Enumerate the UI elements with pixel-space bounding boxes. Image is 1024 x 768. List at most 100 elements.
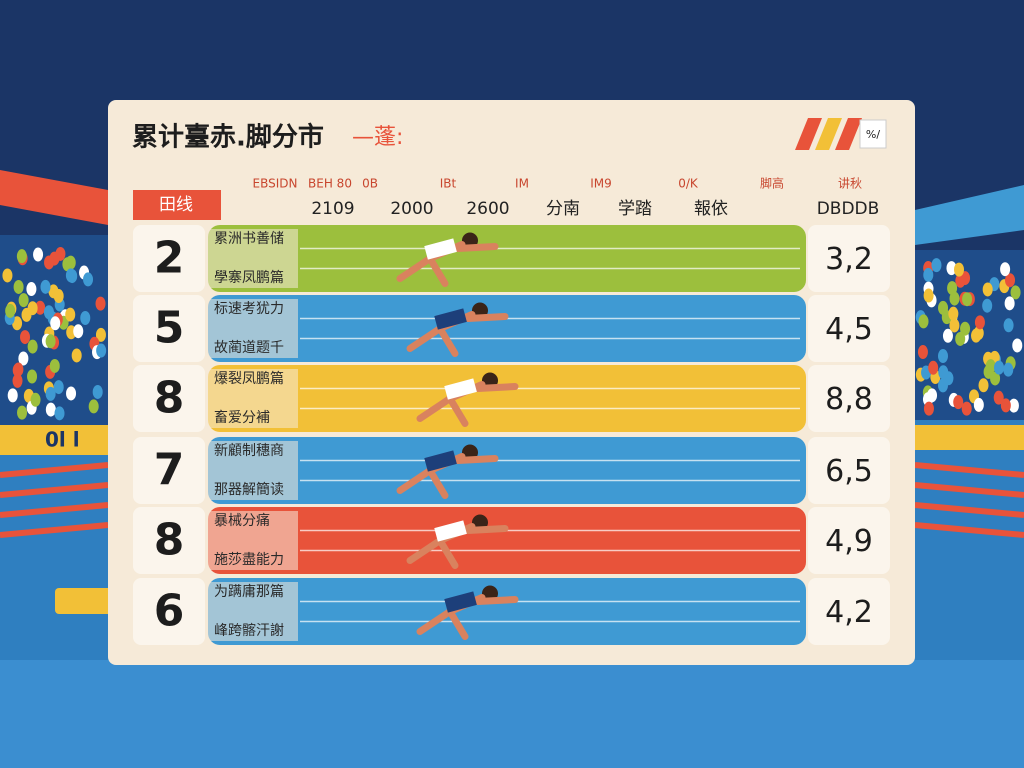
rank-box bbox=[133, 507, 205, 574]
score-box bbox=[808, 437, 890, 504]
column-header: IBt bbox=[440, 177, 457, 191]
lane-label-bg bbox=[208, 299, 298, 358]
spectator bbox=[88, 399, 99, 414]
column-subheader: DBDDB bbox=[817, 199, 880, 219]
rank-box bbox=[133, 437, 205, 504]
rank: 5 bbox=[154, 303, 185, 354]
score: 8,8 bbox=[825, 382, 873, 417]
lane bbox=[208, 365, 806, 432]
spectator bbox=[927, 388, 938, 403]
rank: 7 bbox=[154, 445, 185, 496]
spectator bbox=[7, 388, 18, 403]
spectator bbox=[918, 314, 929, 329]
rank-box bbox=[133, 295, 205, 362]
runner-shirt bbox=[444, 591, 477, 613]
stripe bbox=[835, 118, 862, 150]
spectator bbox=[44, 255, 55, 270]
lane-label: 标速考犹力 bbox=[214, 301, 284, 317]
spectator bbox=[923, 267, 934, 282]
spectator bbox=[50, 316, 61, 331]
spectator bbox=[27, 339, 38, 354]
lane-label-bg bbox=[208, 369, 298, 428]
spectator bbox=[54, 406, 65, 421]
runner-shirt bbox=[444, 378, 477, 400]
spectator bbox=[994, 360, 1005, 375]
roof-right bbox=[915, 185, 1024, 245]
spectator bbox=[955, 273, 966, 288]
spectator bbox=[973, 326, 984, 341]
score: 4,2 bbox=[825, 595, 873, 630]
spectator bbox=[1000, 262, 1011, 277]
rank-box bbox=[133, 225, 205, 292]
column-subheader: 学踏 bbox=[618, 199, 652, 219]
stripe bbox=[815, 118, 842, 150]
spectator bbox=[949, 291, 960, 306]
spectator bbox=[33, 247, 44, 262]
lane bbox=[208, 225, 806, 292]
spectator bbox=[962, 292, 973, 307]
lane-label: 施莎盡能力 bbox=[214, 552, 284, 568]
spectator bbox=[43, 305, 54, 320]
spectator bbox=[982, 282, 993, 297]
crowd bbox=[2, 246, 1023, 421]
lane-label: 畜爱分補 bbox=[214, 410, 270, 426]
spectator bbox=[923, 401, 934, 416]
runner-shirt bbox=[434, 308, 467, 330]
lane bbox=[208, 437, 806, 504]
spectator bbox=[937, 349, 948, 364]
spectator bbox=[931, 258, 942, 273]
spectator bbox=[948, 306, 959, 321]
spectator bbox=[1003, 362, 1014, 377]
spectator bbox=[1010, 285, 1021, 300]
score: 4,9 bbox=[825, 524, 873, 559]
lane-label: 累洲书善储 bbox=[214, 231, 284, 247]
lane bbox=[208, 578, 806, 645]
score: 4,5 bbox=[825, 312, 873, 347]
spectator bbox=[978, 378, 989, 393]
title-suffix: —蓬: bbox=[352, 125, 403, 150]
lane-label: 新顧制穗商 bbox=[214, 443, 284, 459]
column-subheader: 2109 bbox=[311, 199, 354, 219]
spectator bbox=[65, 268, 76, 283]
spectator bbox=[16, 249, 27, 264]
spectator bbox=[1000, 398, 1011, 413]
spectator bbox=[45, 334, 56, 349]
spectator bbox=[938, 365, 949, 380]
column-header: 脚高 bbox=[760, 176, 784, 191]
column-header: BEH 80 bbox=[308, 177, 352, 191]
spectator bbox=[946, 261, 957, 276]
rank-box bbox=[133, 365, 205, 432]
column-header: IM9 bbox=[590, 177, 612, 191]
spectator bbox=[30, 392, 41, 407]
spectator bbox=[17, 405, 28, 420]
spectator bbox=[982, 298, 993, 313]
runner-shirt bbox=[424, 450, 457, 472]
spectator bbox=[53, 289, 64, 304]
spectator bbox=[65, 307, 76, 322]
column-header: 讲秋 bbox=[838, 176, 862, 191]
badge bbox=[859, 119, 887, 149]
sign-text: 0l l bbox=[45, 428, 80, 452]
spectator bbox=[62, 257, 73, 272]
spectator bbox=[1005, 273, 1016, 288]
spectator bbox=[80, 310, 91, 325]
runner-shirt bbox=[424, 238, 457, 260]
spectator bbox=[954, 262, 965, 277]
column-header: IM bbox=[515, 177, 529, 191]
spectator bbox=[960, 321, 971, 336]
spectator bbox=[66, 386, 77, 401]
spectator bbox=[73, 324, 84, 339]
rank: 8 bbox=[154, 515, 185, 566]
title: 累计臺赤.脚分市 bbox=[132, 122, 324, 153]
spectator bbox=[973, 397, 984, 412]
spectator bbox=[12, 373, 23, 388]
rank: 6 bbox=[154, 586, 185, 637]
spectator bbox=[5, 303, 16, 318]
spectator bbox=[53, 380, 64, 395]
badge-text: %/ bbox=[866, 128, 880, 141]
spectator bbox=[27, 301, 38, 316]
spectator bbox=[953, 395, 964, 410]
spectator bbox=[96, 343, 107, 358]
